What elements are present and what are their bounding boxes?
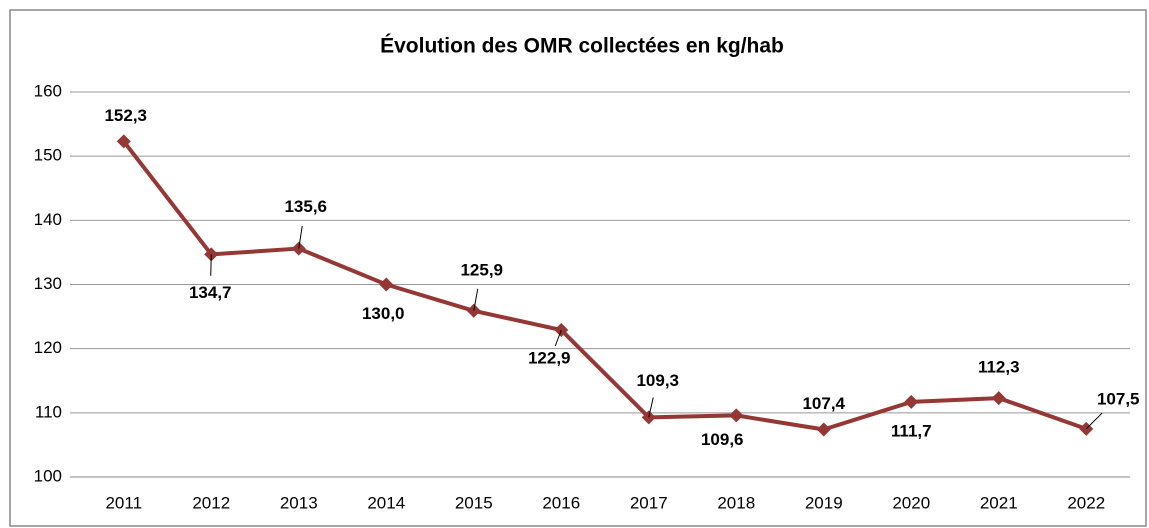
y-tick-label: 120 xyxy=(34,338,62,357)
leader-line xyxy=(648,397,654,418)
leader-line xyxy=(1085,412,1103,430)
data-label: 109,3 xyxy=(636,371,679,390)
chart-title: Évolution des OMR collectées en kg/hab xyxy=(380,35,784,58)
leader-line xyxy=(210,254,212,276)
y-tick-label: 100 xyxy=(34,466,62,485)
data-label: 107,5 xyxy=(1097,389,1140,408)
data-label: 135,6 xyxy=(284,197,327,216)
data-label: 122,9 xyxy=(528,349,571,368)
x-tick-label: 2013 xyxy=(280,493,318,512)
data-point xyxy=(904,394,919,409)
leader-line xyxy=(473,288,479,311)
data-point xyxy=(116,134,131,149)
x-tick-label: 2022 xyxy=(1067,493,1105,512)
data-point xyxy=(991,391,1006,406)
series-line xyxy=(122,140,1087,432)
data-label: 130,0 xyxy=(362,304,405,323)
leader-line xyxy=(554,329,562,347)
x-tick-label: 2017 xyxy=(630,493,668,512)
y-tick-label: 150 xyxy=(34,146,62,165)
data-label: 107,4 xyxy=(802,394,845,413)
y-tick-label: 140 xyxy=(34,210,62,229)
x-tick-label: 2019 xyxy=(805,493,843,512)
data-label: 111,7 xyxy=(891,421,932,440)
x-tick-label: 2021 xyxy=(980,493,1018,512)
data-label: 112,3 xyxy=(978,358,1020,377)
x-tick-label: 2018 xyxy=(717,493,755,512)
y-tick-label: 130 xyxy=(34,274,62,293)
x-tick-label: 2011 xyxy=(105,493,142,512)
x-tick-label: 2020 xyxy=(892,493,930,512)
data-point xyxy=(816,422,831,437)
data-label: 109,6 xyxy=(701,430,744,449)
x-tick-label: 2016 xyxy=(542,493,580,512)
y-tick-label: 110 xyxy=(35,402,62,421)
data-point xyxy=(729,408,744,423)
data-label: 134,7 xyxy=(189,283,232,302)
x-tick-label: 2012 xyxy=(192,493,230,512)
data-label: 152,3 xyxy=(104,106,147,125)
data-label: 125,9 xyxy=(460,260,503,279)
leader-line xyxy=(298,225,303,249)
chart-border xyxy=(9,9,1147,527)
x-tick-label: 2015 xyxy=(455,493,493,512)
data-point xyxy=(379,277,394,292)
y-tick-label: 160 xyxy=(34,81,62,100)
x-tick-label: 2014 xyxy=(367,493,405,512)
